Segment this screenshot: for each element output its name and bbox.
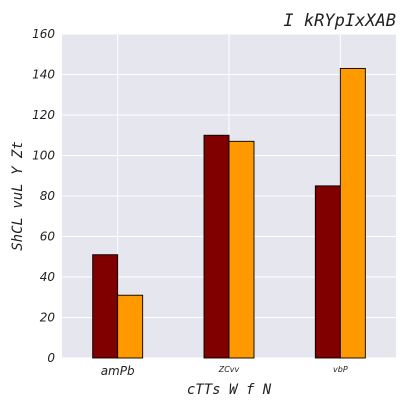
bar-series-2-amPb	[117, 294, 144, 359]
x-tick-label: vbP	[333, 365, 348, 374]
x-tick-label: amPb	[101, 364, 135, 378]
y-tick-label: 140	[32, 68, 55, 82]
bars	[92, 67, 366, 359]
y-tick-label: 160	[32, 27, 55, 41]
bar-series-1-vbP	[314, 185, 341, 359]
y-tick-label: 0	[47, 351, 55, 365]
y-tick-label: 120	[32, 108, 55, 122]
y-tick-label: 60	[40, 230, 56, 244]
y-tick-label: 100	[32, 149, 55, 163]
bar-series-2-ZCvv	[228, 140, 255, 359]
y-tick-label: 80	[40, 189, 56, 203]
y-tick-label: 40	[40, 270, 56, 284]
x-tick-label: ZCvv	[218, 365, 240, 374]
bar-series-1-amPb	[92, 254, 119, 359]
bar-series-1-ZCvv	[203, 134, 230, 359]
x-axis-label: cTTs W f N	[187, 382, 272, 398]
tick-labels: 0 20 40 60 80 100 120 140 160 amPb ZCvv vbP	[32, 27, 348, 378]
y-tick-label: 20	[40, 311, 56, 325]
y-axis-label: ShCL vuL Y Zt	[10, 141, 26, 251]
bar-series-2-vbP	[339, 67, 366, 359]
chart-title: I kRYpIxXAB	[283, 11, 396, 31]
